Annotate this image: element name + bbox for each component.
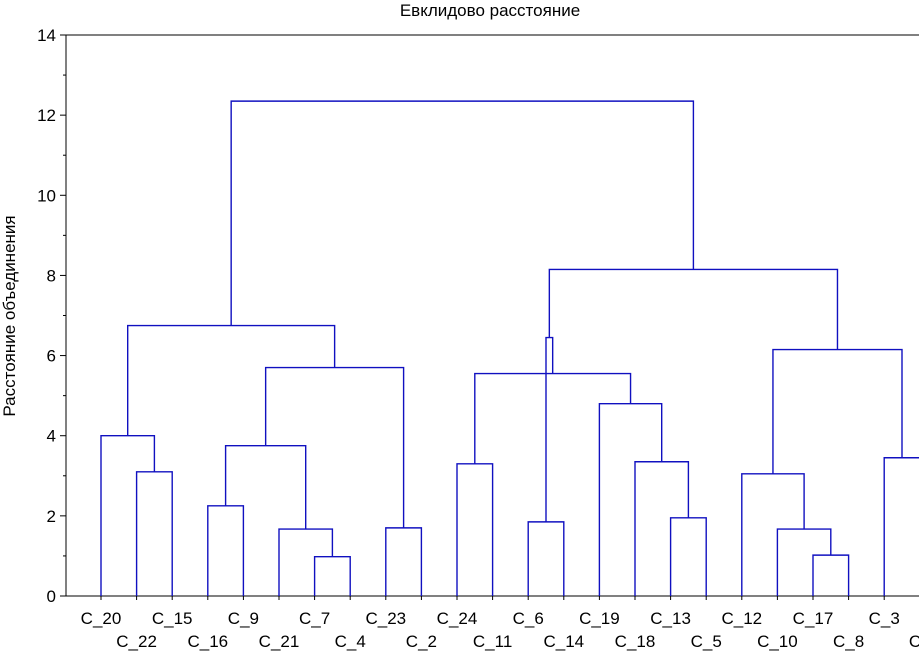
y-ticks: 0 2 4 6 8 10 12 14 <box>37 26 66 606</box>
dendrogram-branch <box>230 100 695 326</box>
y-tick-label: 0 <box>47 587 56 606</box>
dendrogram-branch <box>812 554 850 596</box>
leaf-label: C_9 <box>228 609 259 628</box>
leaf-label: C_4 <box>335 632 366 651</box>
dendrogram-branches <box>100 100 919 596</box>
chart-title: Евклидово расстояние <box>400 1 580 20</box>
dendrogram-branch <box>278 528 334 596</box>
leaf-label: C_3 <box>869 609 900 628</box>
leaf-label: C_5 <box>691 632 722 651</box>
dendrogram-branch <box>313 556 351 596</box>
leaf-label: C_13 <box>650 609 691 628</box>
dendrogram-branch <box>545 336 554 522</box>
leaf-label: C_18 <box>615 632 656 651</box>
leaf-label: C_6 <box>513 609 544 628</box>
dendrogram-branch <box>135 471 173 596</box>
leaf-label: C_7 <box>299 609 330 628</box>
leaf-label: C_22 <box>116 632 157 651</box>
dendrogram-branch <box>100 435 156 596</box>
dendrogram-branch <box>264 366 405 528</box>
dendrogram-branch <box>527 521 565 596</box>
dendrogram-branch <box>224 445 307 530</box>
y-tick-label: 6 <box>47 347 56 366</box>
y-tick-label: 2 <box>47 507 56 526</box>
dendrogram-branch <box>669 517 707 596</box>
dendrogram-branch <box>883 457 919 596</box>
leaf-label: C_14 <box>543 632 584 651</box>
dendrogram-branch <box>474 372 632 464</box>
leaf-label: C_8 <box>833 632 864 651</box>
leaf-label: C_ <box>909 632 919 651</box>
leaf-label: C_12 <box>721 609 762 628</box>
y-tick-label: 8 <box>47 266 56 285</box>
leaf-label: C_23 <box>365 609 406 628</box>
leaf-label: C_10 <box>757 632 798 651</box>
leaf-label: C_20 <box>81 609 122 628</box>
leaf-label: C_21 <box>259 632 300 651</box>
leaf-label: C_15 <box>152 609 193 628</box>
leaf-label: C_24 <box>437 609 478 628</box>
leaf-label: C_2 <box>406 632 437 651</box>
dendrogram-branch <box>634 461 690 596</box>
y-tick-label: 4 <box>47 427 56 446</box>
y-tick-label: 14 <box>37 26 56 45</box>
y-tick-label: 10 <box>37 186 56 205</box>
dendrogram-branch <box>772 348 903 474</box>
dendrogram-branch <box>385 527 423 596</box>
leaf-label: C_16 <box>187 632 228 651</box>
dendrogram-branch <box>456 463 494 596</box>
y-tick-label: 12 <box>37 106 56 125</box>
leaf-label: C_17 <box>793 609 834 628</box>
dendrogram-branch <box>776 528 832 596</box>
y-axis-label: Расстояние объединения <box>0 215 19 416</box>
dendrogram-branch <box>598 402 663 596</box>
leaf-label: C_19 <box>579 609 620 628</box>
leaf-labels: C_20 C_22 C_15 C_16C_9C_21 C_7 C_4 C_23C_2C_24… <box>81 596 919 651</box>
leaf-label: C_11 <box>473 632 512 651</box>
dendrogram-branch <box>127 324 336 436</box>
dendrogram-branch <box>548 268 839 350</box>
dendrogram-branch <box>741 473 805 596</box>
dendrogram-branch <box>207 505 245 596</box>
